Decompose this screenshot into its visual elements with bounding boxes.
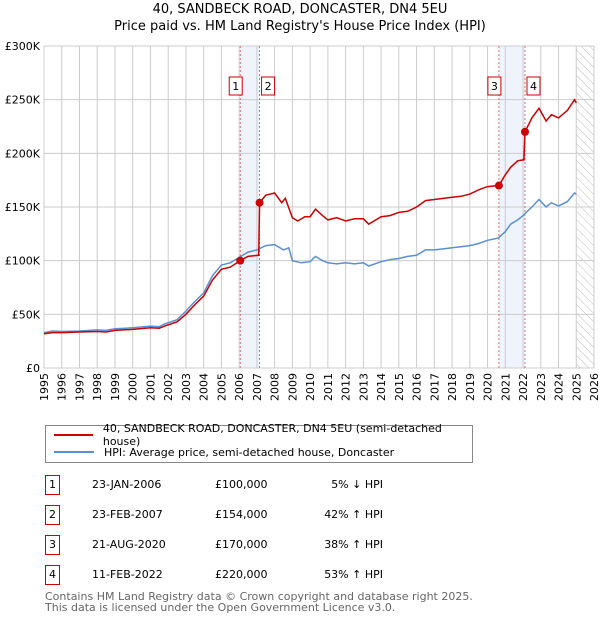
x-tick-label: 1998 [91, 373, 104, 401]
transaction-price: £170,000 [215, 538, 268, 551]
transaction-price: £220,000 [215, 568, 268, 581]
transaction-row: 3 21-AUG-2020 £170,000 38% ↑ HPI [45, 535, 465, 555]
x-tick-label: 2015 [393, 373, 406, 401]
legend-item-hpi: HPI: Average price, semi-detached house,… [54, 444, 394, 460]
plot-frame [43, 45, 595, 369]
x-tick-label: 2005 [215, 373, 228, 401]
price-chart: 1995 1996 1997 1998 1999 2000 2001 2002 2003 2004… [5, 40, 600, 401]
property-price-line [43, 98, 577, 335]
sale-point [255, 198, 264, 207]
x-tick-label: 2020 [482, 373, 495, 401]
sale-label: 3 [491, 80, 498, 93]
transaction-row: 2 23-FEB-2007 £154,000 42% ↑ HPI [45, 505, 465, 525]
transaction-row: 4 11-FEB-2022 £220,000 53% ↑ HPI [45, 565, 465, 585]
x-tick-label: 2014 [375, 373, 388, 401]
hpi-line [43, 192, 577, 334]
sale-point [236, 256, 245, 265]
y-tick-label: £300K [5, 40, 41, 53]
transaction-price: £154,000 [215, 508, 268, 521]
transaction-hpi-diff: 42% ↑ HPI [324, 508, 383, 521]
transaction-date: 21-AUG-2020 [92, 538, 166, 551]
y-tick-label: £100K [5, 255, 41, 268]
legend-label-hpi: HPI: Average price, semi-detached house,… [104, 445, 395, 459]
transaction-price: £100,000 [215, 478, 268, 491]
x-tick-label: 2011 [322, 373, 335, 401]
sale-label: 4 [530, 80, 537, 93]
transaction-marker: 1 [45, 475, 60, 495]
legend-label-property: 40, SANDBECK ROAD, DONCASTER, DN4 5EU (s… [102, 422, 442, 448]
sale-point [494, 181, 503, 190]
chart-title: 40, SANDBECK ROAD, DONCASTER, DN4 5EU [152, 2, 448, 17]
footer-licence: This data is licensed under the Open Gov… [45, 601, 396, 614]
x-tick-label: 2024 [553, 373, 566, 401]
footer-copyright: Contains HM Land Registry data © Crown c… [45, 590, 473, 603]
x-tick-label: 2021 [499, 373, 512, 401]
y-tick-label: £50K [12, 308, 41, 321]
sale-label: 1 [232, 80, 239, 93]
x-tick-label: 2003 [180, 373, 193, 401]
x-tick-label: 2008 [269, 373, 282, 401]
legend-swatch-property [54, 434, 93, 436]
x-tick-label: 2013 [357, 373, 370, 401]
chart-subtitle: Price paid vs. HM Land Registry's House … [114, 19, 486, 34]
x-tick-label: 1999 [109, 373, 122, 401]
x-tick-label: 1995 [38, 373, 51, 401]
x-tick-label: 2023 [535, 373, 548, 401]
x-tick-label: 2012 [340, 373, 353, 401]
x-tick-label: 2002 [162, 373, 175, 401]
transaction-hpi-diff: 53% ↑ HPI [324, 568, 383, 581]
legend-item-property: 40, SANDBECK ROAD, DONCASTER, DN4 5EU (s… [54, 422, 472, 448]
sale-point [520, 127, 529, 136]
x-tick-label: 2025 [570, 373, 583, 401]
x-tick-label: 2019 [464, 373, 477, 401]
sale-label-box [487, 76, 502, 96]
x-tick-label: 2016 [411, 373, 424, 401]
x-tick-label: 2010 [304, 373, 317, 401]
y-tick-label: £250K [5, 94, 41, 107]
x-tick-label: 2026 [588, 373, 600, 401]
transaction-marker: 3 [45, 535, 60, 555]
y-tick-label: £0 [26, 362, 40, 375]
x-tick-label: 2001 [144, 373, 157, 401]
x-tick-label: 2022 [517, 373, 530, 401]
x-tick-label: 2017 [428, 373, 441, 401]
y-tick-label: £150K [5, 201, 41, 214]
transaction-marker: 2 [45, 505, 60, 525]
sale-label: 2 [265, 80, 272, 93]
transaction-hpi-diff: 5% ↓ HPI [331, 478, 383, 491]
sale-label-box [526, 76, 541, 96]
transaction-hpi-diff: 38% ↑ HPI [324, 538, 383, 551]
transaction-date: 23-JAN-2006 [92, 478, 162, 491]
x-tick-label: 2018 [446, 373, 459, 401]
x-tick-label: 2007 [251, 373, 264, 401]
x-tick-label: 2009 [286, 373, 299, 401]
x-tick-label: 1996 [56, 373, 69, 401]
sale-label-box [228, 76, 243, 96]
transaction-marker: 4 [45, 565, 60, 585]
legend-swatch-hpi [54, 451, 94, 453]
x-tick-label: 1997 [73, 373, 86, 401]
legend: 40, SANDBECK ROAD, DONCASTER, DN4 5EU (s… [45, 422, 473, 463]
x-tick-label: 2004 [198, 373, 211, 401]
transaction-row: 1 23-JAN-2006 £100,000 5% ↓ HPI [45, 475, 465, 495]
transaction-date: 23-FEB-2007 [92, 508, 163, 521]
y-tick-label: £200K [5, 147, 41, 160]
x-tick-label: 2000 [127, 373, 140, 401]
transaction-date: 11-FEB-2022 [92, 568, 163, 581]
x-tick-label: 2006 [233, 373, 246, 401]
sale-label-box [261, 76, 276, 96]
